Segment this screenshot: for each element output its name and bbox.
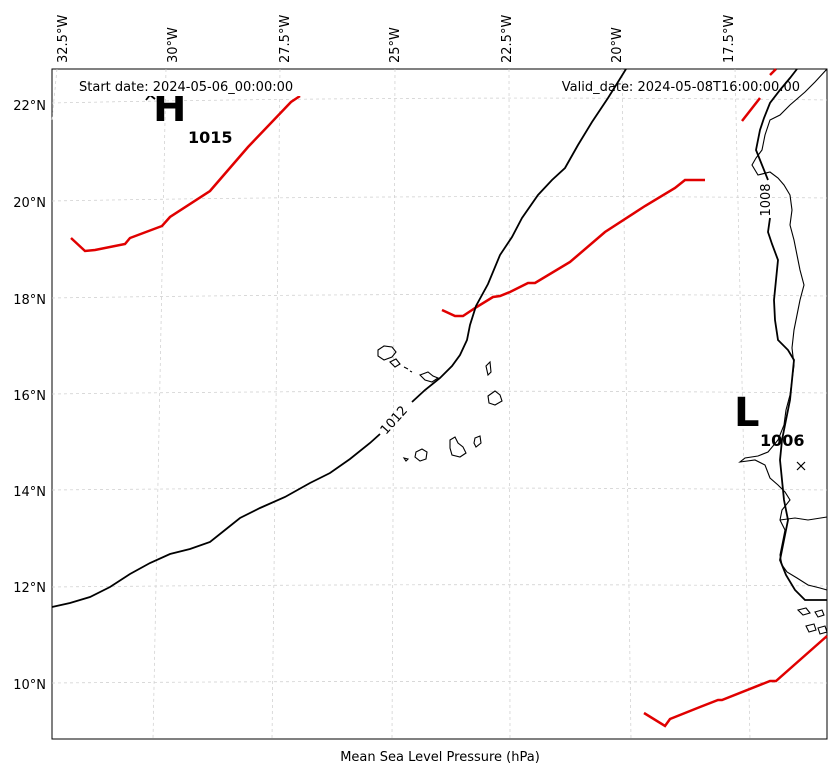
island-santo-antao (377, 345, 397, 361)
isobars (51, 68, 827, 608)
ridge-line-northeast (741, 97, 761, 122)
lat-tick-label: 20°N (13, 196, 46, 211)
coastline-west-africa (738, 68, 828, 591)
ridge-line-northeast-top (769, 68, 777, 76)
start-date-bg (66, 78, 356, 96)
coastline-gambia (779, 516, 828, 521)
lon-tick-label: 22.5°W (500, 15, 515, 63)
isobar-label-1008: 1008 (759, 183, 774, 216)
island-santa-luzia (403, 366, 413, 373)
island-boa-vista (487, 390, 503, 406)
high-center-value: 1015 (188, 128, 233, 147)
isobar-1008 (755, 68, 798, 181)
isobar-1012 (51, 433, 381, 608)
ridge-lines (70, 68, 828, 728)
latitude-tick-labels: 22°N 20°N 18°N 16°N 14°N 12°N 10°N (13, 99, 46, 693)
coastlines (377, 68, 828, 635)
island-santiago (449, 436, 467, 458)
lon-tick-label: 30°W (166, 27, 181, 63)
low-center-marker (796, 461, 806, 471)
lat-tick-label: 14°N (13, 485, 46, 500)
island-fogo (414, 448, 428, 462)
lon-tick-label: 25°W (388, 27, 403, 63)
island-sal (485, 360, 492, 377)
low-center-value: 1006 (760, 431, 805, 450)
lat-tick-label: 12°N (13, 581, 46, 596)
low-center-symbol: L (734, 390, 760, 436)
lat-tick-label: 22°N (13, 99, 46, 114)
ridge-line-north (70, 94, 301, 253)
lat-tick-label: 18°N (13, 293, 46, 308)
island-bissagos (796, 607, 828, 635)
x-axis-label: Mean Sea Level Pressure (hPa) (340, 750, 540, 765)
lon-tick-label: 32.5°W (56, 15, 71, 63)
ridge-line-central (441, 178, 705, 318)
lat-tick-label: 10°N (13, 678, 46, 693)
valid-date-label: Valid_date: 2024-05-08T16:00:00.00 (562, 80, 800, 95)
lon-tick-label: 17.5°W (722, 15, 737, 63)
longitude-tick-labels: 32.5°W 30°W 27.5°W 25°W 22.5°W 20°W 17.5… (56, 15, 737, 63)
isobar-1012-upper (411, 68, 627, 403)
lon-tick-label: 27.5°W (278, 15, 293, 63)
island-sao-nicolau (419, 371, 440, 383)
lat-tick-label: 16°N (13, 389, 46, 404)
island-sao-vicente (389, 358, 401, 368)
start-date-label: Start date: 2024-05-06_00:00:00 (79, 80, 293, 95)
graticule (51, 68, 828, 740)
plot-frame (51, 68, 828, 740)
island-brava (402, 457, 410, 462)
lon-tick-label: 20°W (610, 27, 625, 63)
ridge-line-south (643, 635, 828, 728)
island-maio (473, 435, 482, 448)
